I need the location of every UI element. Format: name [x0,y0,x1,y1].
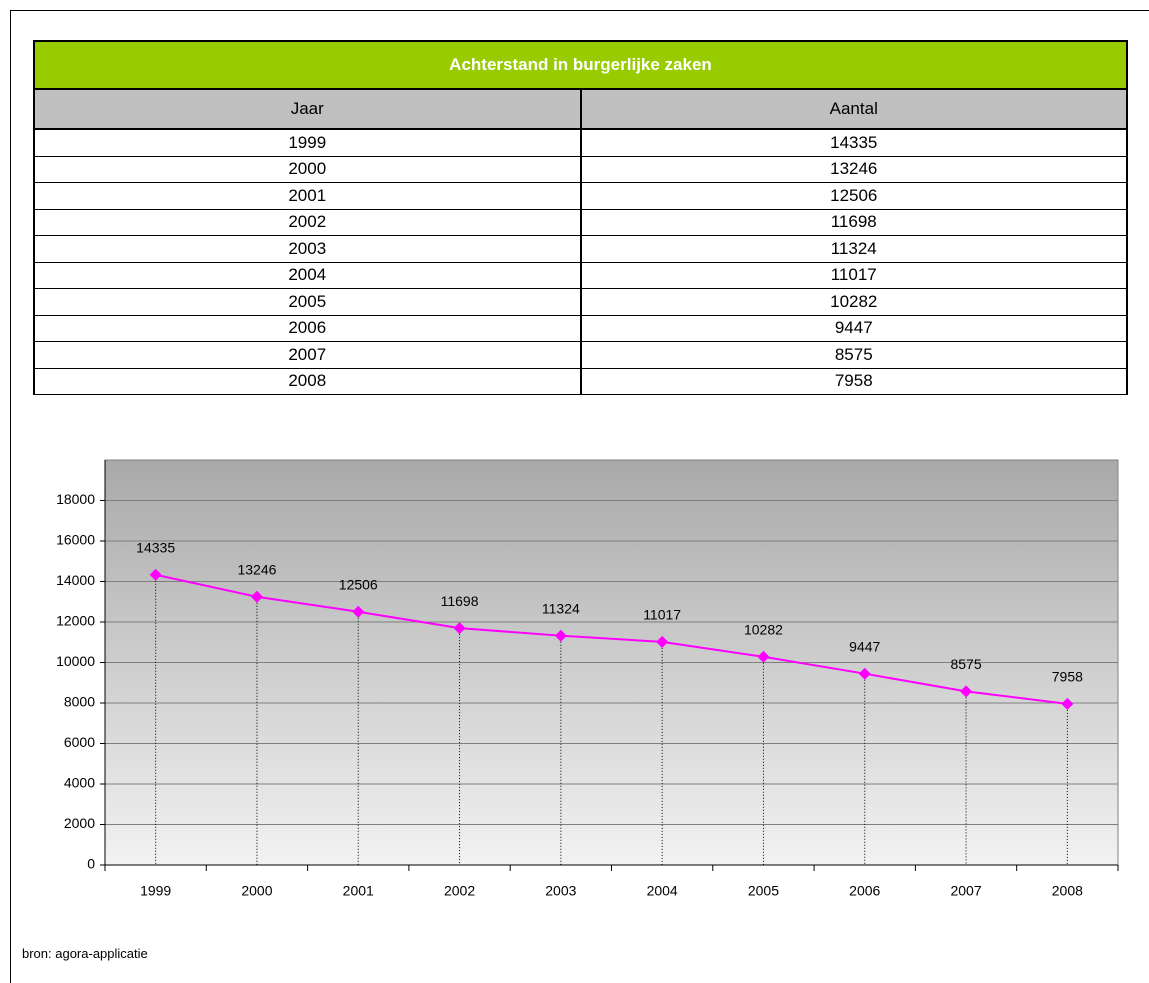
table-row: 2003 11324 [33,235,1128,263]
source-note: bron: agora-applicatie [22,946,148,961]
y-tick-label: 18000 [56,491,95,507]
x-tick-label: 2006 [849,883,880,899]
marker [858,667,871,680]
table-cell: 2000 [33,155,582,183]
y-tick-label: 6000 [64,734,95,750]
x-tick-label: 2005 [748,883,779,899]
x-tick-label: 2003 [545,883,576,899]
x-tick-label: 2008 [1052,883,1083,899]
table-row: 2001 12506 [33,182,1128,210]
x-tick-label: 1999 [140,883,171,899]
data-label: 14335 [136,539,175,555]
table-cell: 12506 [579,182,1128,210]
y-tick-label: 8000 [64,694,95,710]
data-label: 10282 [744,621,783,637]
frame [10,10,1149,983]
data-label: 9447 [849,638,880,654]
table-cell: 7958 [579,367,1128,395]
y-tick-label: 16000 [56,532,95,548]
table-cell: 11698 [579,208,1128,236]
data-table: Achterstand in burgerlijke zaken Jaar Aa… [33,40,1128,395]
table-cell: 11324 [579,235,1128,263]
y-tick-label: 12000 [56,613,95,629]
data-label: 11324 [542,600,580,616]
x-tick-label: 2002 [444,883,475,899]
table-cell: 2004 [33,261,582,289]
marker [656,635,669,648]
data-label: 13246 [237,561,276,577]
table-cell: 2008 [33,367,582,395]
marker [1061,697,1074,710]
table-cell: 14335 [579,128,1128,157]
y-tick-label: 14000 [56,572,95,588]
column-header: Aantal [579,88,1128,130]
table-cell: 2003 [33,235,582,263]
table-row: 2007 8575 [33,341,1128,369]
marker [250,590,263,603]
data-label: 11698 [441,593,479,609]
table-row: 2002 11698 [33,208,1128,236]
data-label: 11017 [643,607,681,623]
x-tick-label: 2001 [343,883,374,899]
marker [149,568,162,581]
x-tick-label: 2000 [241,883,272,899]
table-cell: 8575 [579,341,1128,369]
line [155,573,1068,705]
table-cell: 13246 [579,155,1128,183]
marker [352,605,365,618]
table-cell: 1999 [33,128,582,157]
x-tick-label: 2004 [647,883,678,899]
data-label: 12506 [339,576,378,592]
table-row: 2008 7958 [33,367,1128,395]
table-cell: 11017 [579,261,1128,289]
table-row: 2000 13246 [33,155,1128,183]
x-tick-label: 2007 [950,883,981,899]
table-title: Achterstand in burgerlijke zaken [33,40,1128,90]
table-cell: 2001 [33,182,582,210]
data-label: 7958 [1052,669,1083,685]
marker [554,629,567,642]
column-header: Jaar [33,88,582,130]
marker [757,650,770,663]
marker [960,685,973,698]
y-tick-label: 10000 [56,653,95,669]
y-tick-label: 2000 [64,815,95,831]
table-cell: 2007 [33,341,582,369]
y-tick-label: 4000 [64,775,95,791]
table-row: 1999 14335 [33,128,1128,157]
table-cell: 2002 [33,208,582,236]
marker [453,622,466,635]
y-tick-label: 0 [87,856,95,872]
table-row: 2004 11017 [33,261,1128,289]
table-row: 2006 9447 [33,314,1128,342]
data-label: 8575 [950,656,981,672]
